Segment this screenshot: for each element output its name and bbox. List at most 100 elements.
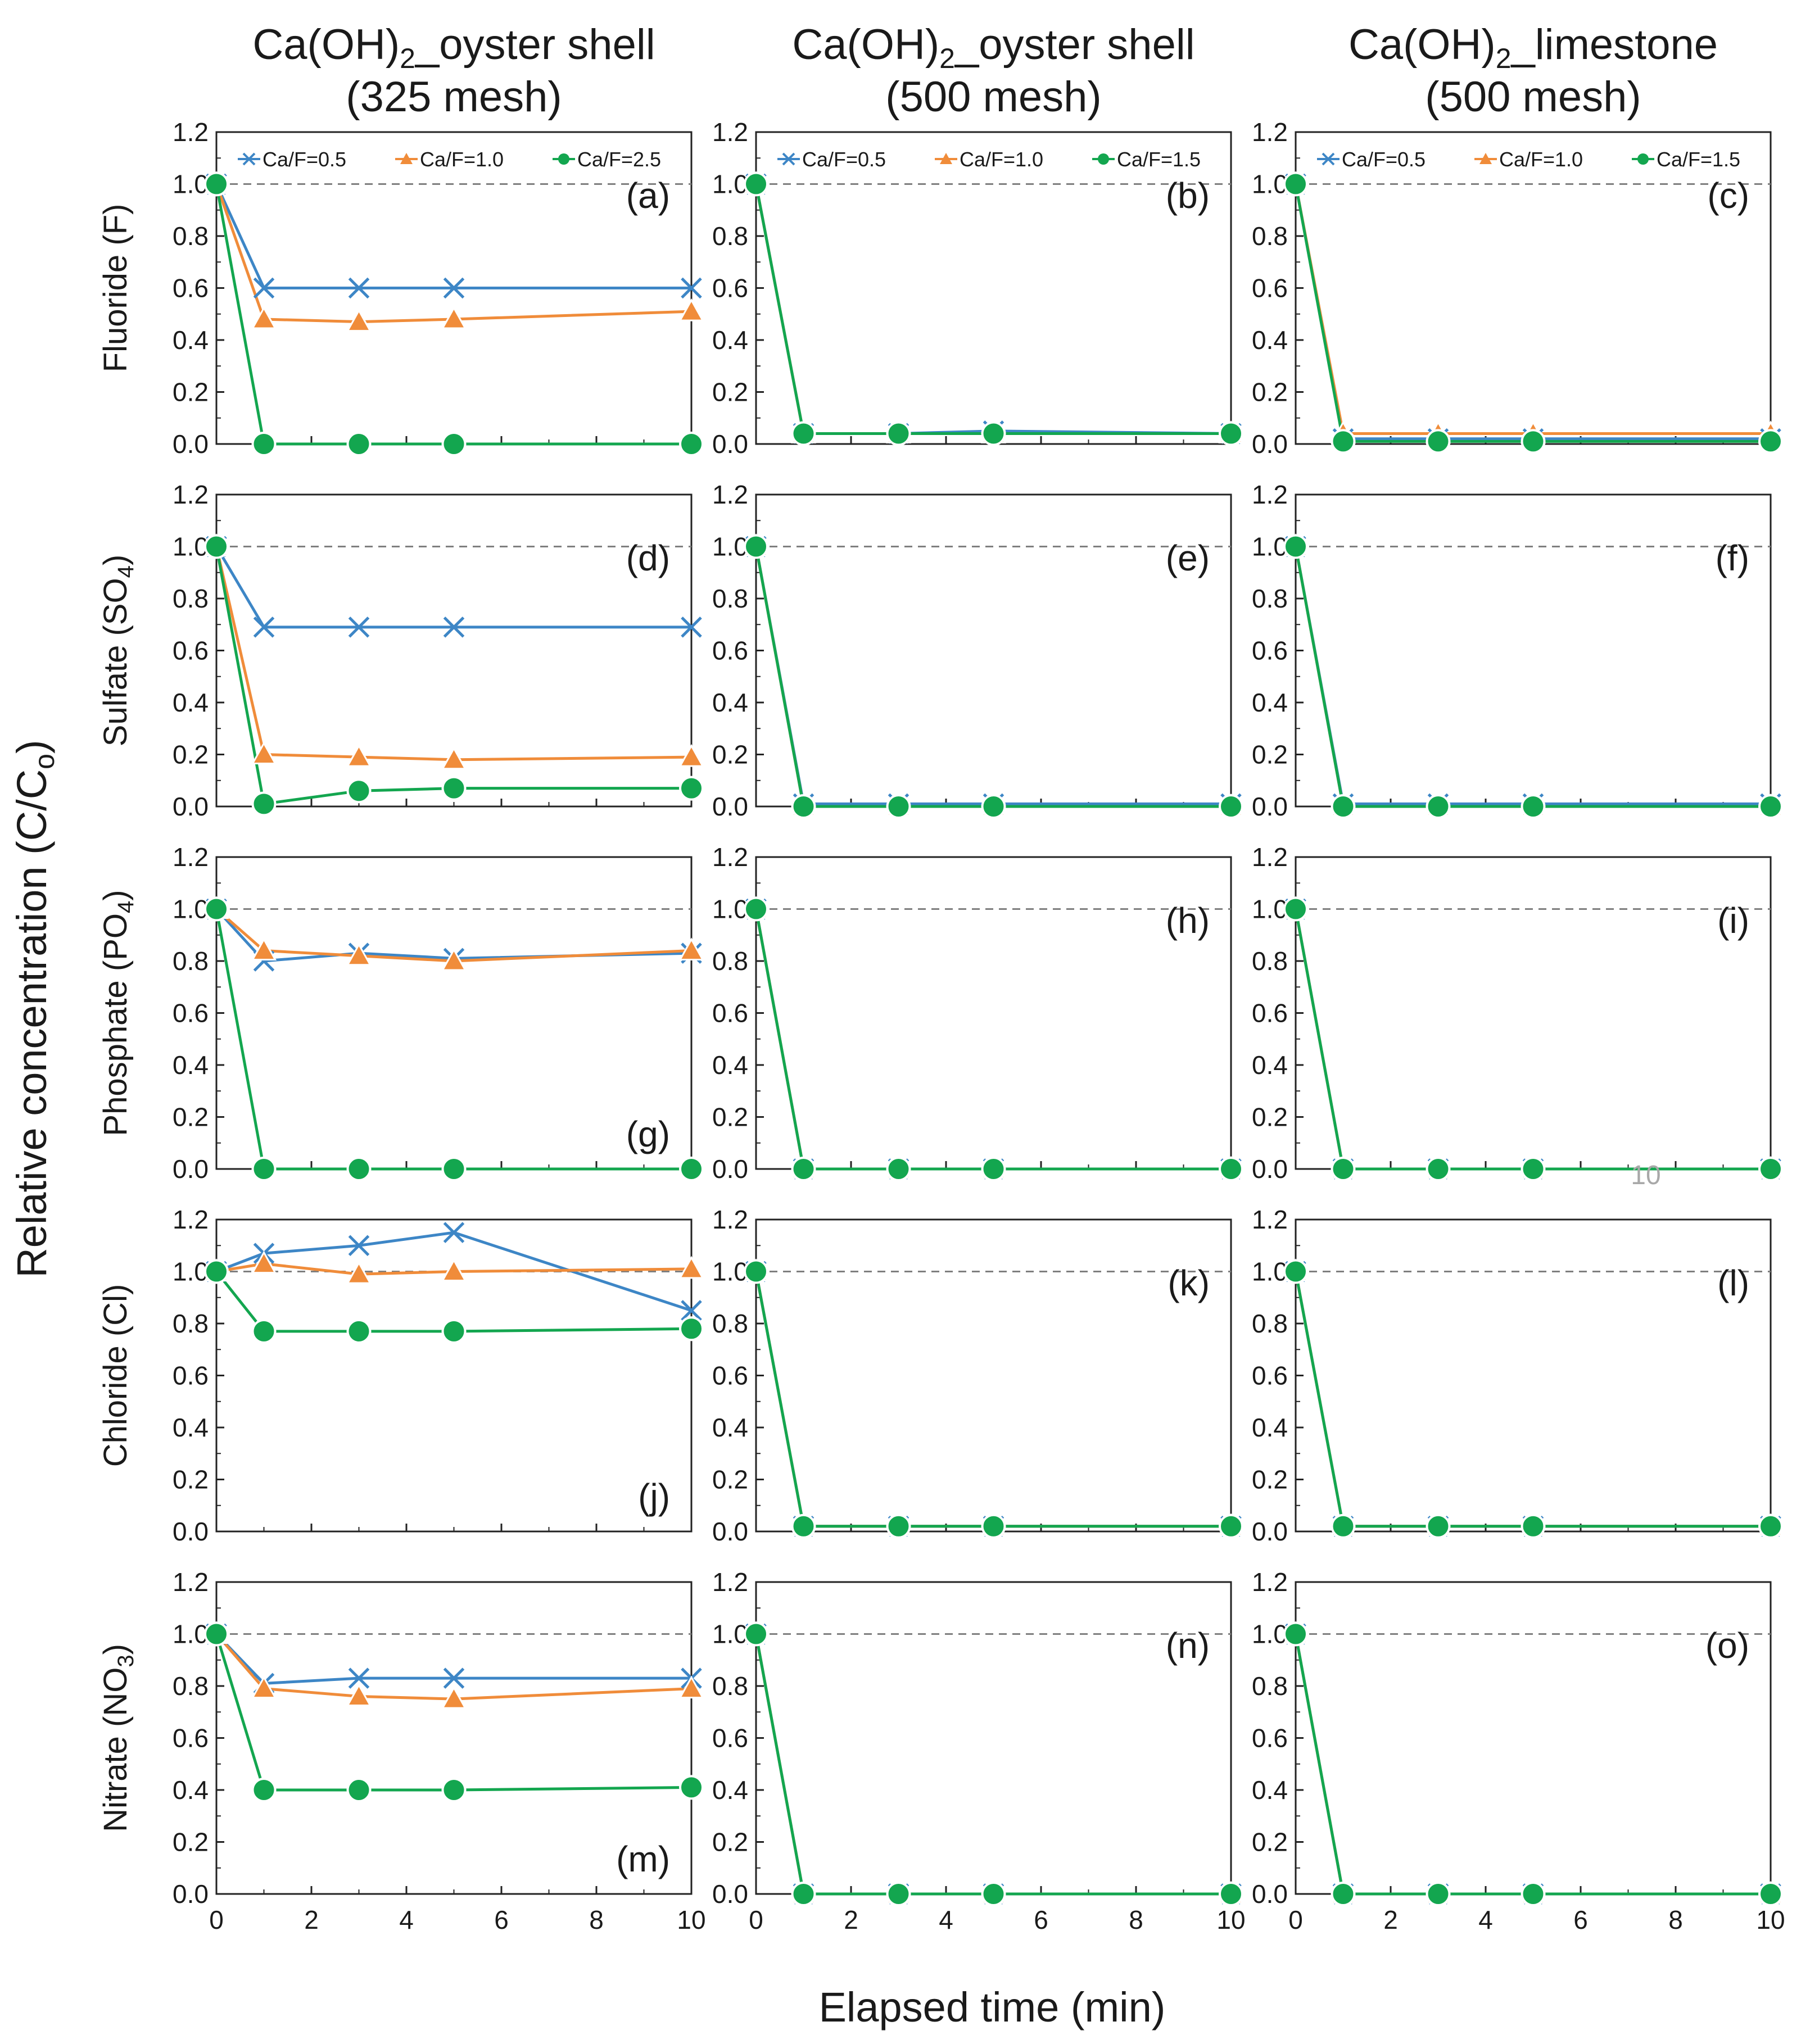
data-point [346, 942, 372, 966]
data-point [886, 421, 911, 446]
panel-d: 0.0 0.2 0.4 0.6 0.8 1.0 1.2 (d) [173, 480, 704, 821]
panel-m: 0.0 0.2 0.4 0.6 0.8 1.0 1.2 0 2 4 6 8 10(m) [173, 1567, 706, 1934]
data-point [441, 1686, 467, 1709]
data-point [443, 277, 465, 299]
y-tick-label: 1.2 [1252, 1205, 1288, 1234]
data-point [251, 1675, 277, 1699]
data-point [791, 1882, 816, 1906]
y-tick-label: 1.0 [1252, 1620, 1288, 1649]
panel-label: (l) [1717, 1263, 1749, 1303]
plot-frame [1295, 493, 1772, 808]
y-tick-label: 0.4 [173, 1050, 209, 1080]
y-tick-label: 0.2 [712, 378, 748, 407]
data-point [981, 1513, 1006, 1539]
data-point [441, 1258, 467, 1281]
legend-entry: Ca/F=1.0 [1474, 148, 1583, 171]
x-tick-label: 6 [494, 1905, 509, 1934]
data-point [744, 1621, 768, 1647]
y-tick-label: 0.2 [712, 1103, 748, 1132]
panels: 0.0 0.2 0.4 0.6 0.8 1.0 1.2 Ca/F=0.5 Ca/F=1.0 Ca/… [173, 117, 1785, 1934]
row-labels: Fluoride (F) Sulfate (SO4) Phosphate (PO4)… [97, 204, 138, 1832]
panel-i: 0.0 0.2 0.4 0.6 0.8 1.0 1.2 (i) [1252, 842, 1784, 1184]
column-title-1: Ca(OH)2_oyster shell [252, 21, 655, 74]
data-point [251, 937, 277, 960]
y-tick-label: 0.8 [1252, 221, 1288, 251]
y-tick-label: 0.4 [1252, 325, 1288, 355]
panel-j: 0.0 0.2 0.4 0.6 0.8 1.0 1.2 (j) [173, 1205, 704, 1546]
y-tick-label: 1.0 [173, 1620, 209, 1649]
y-tick-label: 1.2 [173, 117, 209, 147]
x-tick-label: 4 [1478, 1905, 1493, 1934]
y-tick-label: 0.0 [1252, 1879, 1288, 1909]
data-point [791, 421, 816, 446]
y-tick-label: 0.4 [712, 688, 748, 717]
panel-b: 0.0 0.2 0.4 0.6 0.8 1.0 1.2 Ca/F=0.5 Ca/F=1.0 Ca/… [712, 117, 1244, 459]
plot-frame [1295, 856, 1772, 1170]
data-point [204, 171, 229, 197]
data-point [346, 1778, 372, 1802]
y-tick-label: 0.6 [712, 636, 748, 665]
x-tick-label: 10 [1756, 1905, 1785, 1934]
data-point [1331, 1882, 1356, 1906]
data-point [204, 1621, 229, 1647]
data-point [1331, 1513, 1356, 1539]
legend-entry: Ca/F=0.5 [1317, 148, 1426, 171]
y-tick-label: 1.2 [173, 1567, 209, 1597]
y-tick-label: 1.2 [173, 480, 209, 509]
stray-text: 10 [1631, 1161, 1660, 1190]
figure-axis-titles: Relative concentration (C/Co) Elapsed ti… [8, 740, 1661, 2031]
data-point [679, 1775, 704, 1800]
y-tick-label: 0.8 [712, 1309, 748, 1338]
y-tick-label: 0.6 [1252, 636, 1288, 665]
data-point [1758, 1157, 1783, 1181]
x-tick-label: 0 [209, 1905, 224, 1934]
y-tick-label: 0.0 [712, 429, 748, 459]
y-tick-label: 0.4 [712, 1050, 748, 1080]
panel-o: 0.0 0.2 0.4 0.6 0.8 1.0 1.2 0 2 4 6 8 10 (o) [1252, 1567, 1785, 1934]
y-tick-label: 0.0 [173, 1154, 209, 1184]
y-tick-label: 0.4 [712, 1413, 748, 1442]
y-tick-label: 0.2 [1252, 740, 1288, 769]
y-tick-label: 0.0 [173, 429, 209, 459]
y-tick-label: 1.0 [1252, 895, 1288, 924]
y-tick-label: 1.2 [173, 1205, 209, 1234]
data-point [346, 1318, 372, 1344]
y-tick-label: 0.4 [173, 1413, 209, 1442]
panel-a: 0.0 0.2 0.4 0.6 0.8 1.0 1.2 Ca/F=0.5 Ca/F=1.0 Ca/… [173, 117, 704, 459]
y-tick-label: 0.2 [173, 1465, 209, 1494]
y-tick-label: 1.0 [1252, 170, 1288, 199]
y-tick-label: 0.8 [712, 221, 748, 251]
data-point [1521, 1157, 1546, 1181]
data-point [441, 432, 467, 456]
x-tick-label: 0 [749, 1905, 763, 1934]
data-point [253, 617, 275, 638]
plot-frame [215, 856, 693, 1170]
data-point [1521, 429, 1546, 454]
legend-entry: Ca/F=1.0 [935, 148, 1043, 171]
y-axis-title: Relative concentration (C/Co) [8, 740, 60, 1277]
x-tick-label: 8 [1129, 1905, 1143, 1934]
data-point [204, 534, 229, 559]
data-point [441, 306, 467, 329]
y-tick-label: 0.2 [1252, 1103, 1288, 1132]
y-tick-label: 1.2 [712, 480, 748, 509]
legend-entry: Ca/F=2.5 [553, 148, 661, 171]
x-tick-label: 8 [1668, 1905, 1683, 1934]
y-tick-label: 0.2 [1252, 378, 1288, 407]
legend-entry: Ca/F=0.5 [777, 148, 886, 171]
data-point [1219, 421, 1243, 446]
column-subtitle-1: (325 mesh) [346, 73, 562, 121]
y-tick-label: 1.0 [173, 895, 209, 924]
data-point [253, 277, 275, 299]
y-tick-label: 0.8 [712, 584, 748, 613]
data-point [1283, 896, 1308, 922]
data-point [886, 1157, 911, 1181]
data-point [443, 1222, 465, 1243]
data-point [1426, 1513, 1451, 1539]
y-tick-label: 0.2 [1252, 1465, 1288, 1494]
data-point [346, 744, 372, 767]
data-point [886, 794, 911, 819]
legend-entry: Ca/F=1.5 [1632, 148, 1740, 171]
data-point [744, 171, 768, 197]
data-point [679, 1316, 704, 1341]
